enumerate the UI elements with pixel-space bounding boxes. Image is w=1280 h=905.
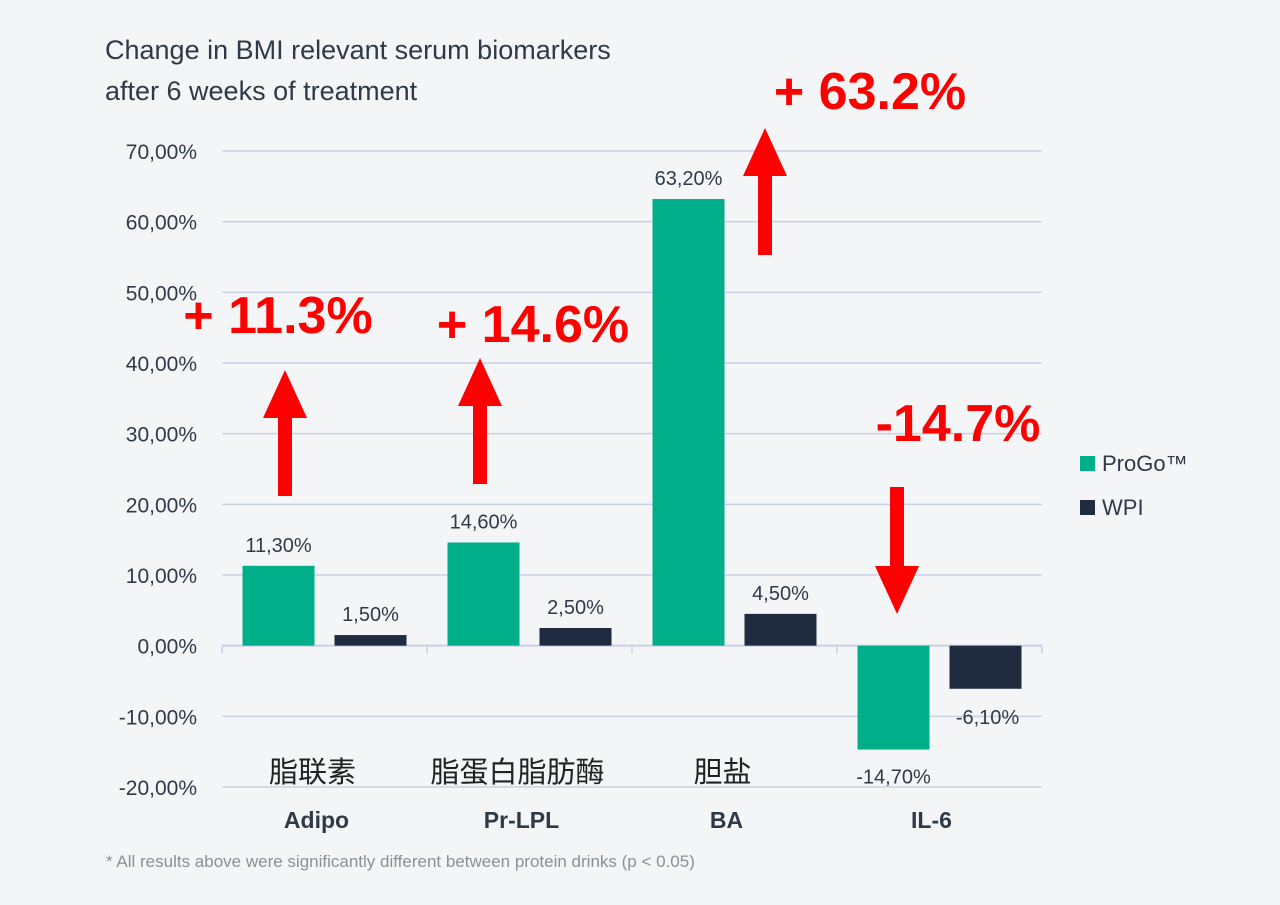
callout-arrow-down-icon — [875, 487, 919, 614]
data-label: 63,20% — [655, 168, 723, 190]
y-tick-label: 10,00% — [126, 565, 197, 588]
legend-swatch — [1080, 500, 1095, 515]
y-tick-label: 40,00% — [126, 353, 197, 376]
chart-title-line-1: Change in BMI relevant serum biomarkers — [105, 35, 611, 65]
data-label: 2,50% — [547, 597, 604, 619]
y-tick-label: 50,00% — [126, 282, 197, 305]
data-label: 4,50% — [752, 583, 809, 605]
data-labels: 11,30% 1,50% 14,60% 2,50% 63,20% 4,50% -14,70%… — [245, 168, 1019, 788]
bar-wpi-adipo — [334, 635, 407, 646]
legend-swatch — [1080, 456, 1095, 471]
x-category-label: IL-6 — [911, 807, 952, 833]
bars — [242, 199, 1022, 750]
bar-wpi-ba — [744, 613, 817, 646]
bar-wpi-il-6 — [949, 645, 1022, 689]
callout-text: + 14.6% — [437, 296, 629, 354]
footnote: * All results above were significantly d… — [106, 852, 695, 871]
y-tick-label: -10,00% — [119, 706, 197, 729]
callout-text: + 11.3% — [183, 287, 372, 345]
callout-arrow-up-icon — [458, 358, 502, 484]
category-annotation: 胆盐 — [693, 755, 751, 789]
callouts: + 11.3% + 14.6% + 63.2% -14.7% — [183, 63, 1040, 614]
y-tick-label: 60,00% — [126, 212, 197, 235]
data-label: -14,70% — [856, 767, 931, 789]
y-tick-label: 20,00% — [126, 494, 197, 517]
callout-arrow-up-icon — [263, 370, 307, 496]
y-tick-label: 0,00% — [137, 636, 197, 659]
callout-text: + 63.2% — [774, 63, 966, 121]
bar-progo-pr-lpl — [447, 542, 520, 646]
bar-progo-ba — [652, 199, 725, 646]
legend: ProGo™ WPI — [1080, 451, 1188, 520]
y-tick-label: -20,00% — [119, 777, 197, 800]
chart-title-line-2: after 6 weeks of treatment — [105, 76, 418, 106]
x-category-label: Adipo — [284, 807, 349, 833]
chart-title: Change in BMI relevant serum biomarkers … — [105, 30, 611, 112]
category-annotation: 脂蛋白脂肪酶 — [430, 755, 604, 789]
x-axis-categories: Adipo 脂联素 Pr-LPL 脂蛋白脂肪酶 BA 胆盐 IL-6 — [269, 755, 952, 833]
category-annotation: 脂联素 — [269, 755, 356, 789]
data-label: 14,60% — [450, 511, 518, 533]
bar-wpi-pr-lpl — [539, 628, 612, 646]
bar-progo-adipo — [242, 565, 315, 646]
bar-progo-il-6 — [857, 645, 930, 750]
callout-arrow-up-icon — [743, 128, 787, 255]
data-label: 11,30% — [245, 535, 312, 557]
y-tick-label: 30,00% — [126, 424, 197, 447]
x-category-label: Pr-LPL — [484, 807, 559, 833]
y-tick-label: 70,00% — [126, 141, 197, 164]
legend-label: ProGo™ — [1102, 451, 1188, 476]
x-category-label: BA — [710, 807, 743, 833]
callout-text: -14.7% — [876, 395, 1041, 453]
data-label: 1,50% — [342, 604, 399, 626]
legend-label: WPI — [1102, 495, 1144, 520]
y-axis-ticks: -20,00% -10,00% 0,00% 10,00% 20,00% 30,00% 40,… — [119, 141, 197, 800]
data-label: -6,10% — [956, 707, 1020, 729]
